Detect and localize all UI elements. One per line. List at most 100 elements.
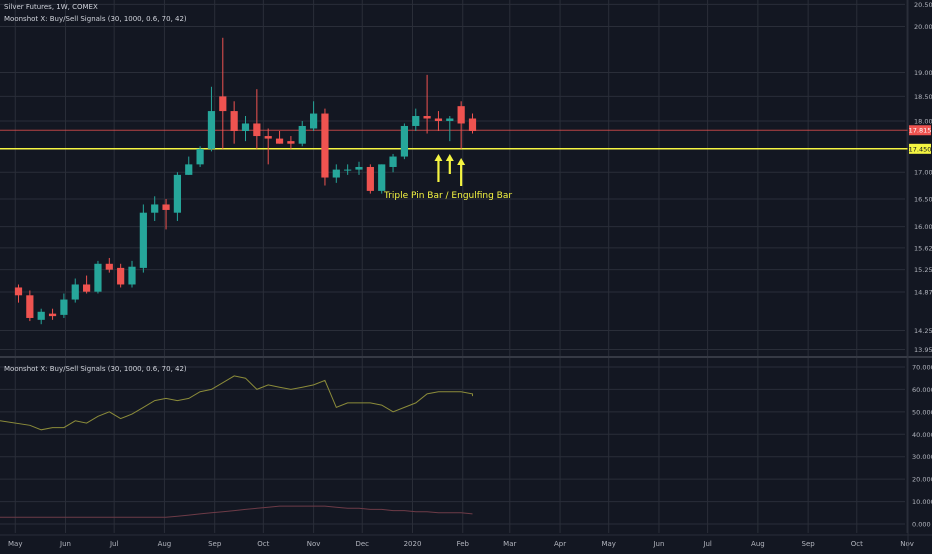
candle <box>83 275 91 294</box>
x-tick-label: Sep <box>208 540 222 548</box>
y-tick-label: 16.500 <box>914 196 932 204</box>
candle <box>400 123 408 160</box>
x-tick-label: Nov <box>900 540 914 548</box>
grid-layer <box>0 0 908 533</box>
x-tick-label: Aug <box>158 540 172 548</box>
candle-body <box>446 118 454 121</box>
candle-body <box>321 113 329 178</box>
candle-body <box>71 284 79 300</box>
candle-body <box>230 111 238 132</box>
candle <box>94 260 102 294</box>
candle <box>366 164 374 194</box>
candle <box>355 161 363 175</box>
signal-arrow <box>445 154 454 174</box>
candle <box>60 293 68 318</box>
candle-body <box>366 166 374 191</box>
price-label-box <box>909 125 931 136</box>
candle-body <box>173 174 181 213</box>
candle <box>128 260 136 288</box>
candle-body <box>151 204 159 213</box>
candle <box>389 153 397 173</box>
price-label: 17.450 <box>909 145 932 153</box>
y-tick-label: 16.000 <box>914 223 932 231</box>
oscillator-pane <box>0 375 473 518</box>
y-tick-label: 20.500 <box>914 1 932 9</box>
signal-arrow <box>457 158 466 186</box>
candle <box>117 263 125 288</box>
signal-arrows-layer <box>434 154 466 186</box>
candle <box>253 89 261 149</box>
candle <box>26 290 34 322</box>
candle-body <box>298 125 306 144</box>
candle-body <box>219 96 227 112</box>
x-tick-label: Mar <box>503 540 516 548</box>
candle-body <box>423 116 431 119</box>
candle <box>139 204 147 273</box>
candle <box>423 74 431 134</box>
x-tick-label: Sep <box>802 540 816 548</box>
candle-body <box>117 267 125 285</box>
candle <box>468 113 477 134</box>
y-tick-label: 14.875 <box>914 288 932 296</box>
x-tick-label: 2020 <box>404 540 422 548</box>
candle <box>37 308 45 325</box>
x-tick-label: Jul <box>702 540 712 548</box>
candle <box>219 37 227 149</box>
candle-body <box>241 123 250 132</box>
y-tick-label: 18.000 <box>914 117 932 125</box>
candle <box>173 172 181 222</box>
x-tick-label: May <box>601 540 615 548</box>
candle <box>378 164 386 194</box>
y-tick-label: 18.500 <box>914 93 932 101</box>
x-tick-label: Aug <box>751 540 765 548</box>
candle <box>207 86 216 152</box>
candle <box>48 308 57 320</box>
candle-body <box>400 125 408 157</box>
candle <box>457 101 465 149</box>
candle-body <box>196 148 204 165</box>
osc-tick-label: 70.000 <box>912 363 932 371</box>
y-tick-label: 13.950 <box>914 346 932 354</box>
candle <box>434 111 443 132</box>
x-tick-label: Jun <box>59 540 71 548</box>
candles-layer <box>14 37 477 325</box>
candle <box>321 108 329 186</box>
y-tick-label: 17.000 <box>914 169 932 177</box>
x-tick-label: Oct <box>257 540 269 548</box>
signal-arrow <box>434 154 443 182</box>
candle-body <box>468 118 477 132</box>
candle <box>310 101 318 132</box>
y-tick-label: 14.250 <box>914 327 932 335</box>
arrow-head <box>445 154 454 161</box>
x-tick-label: Apr <box>554 540 566 548</box>
x-tick-label: Nov <box>307 540 321 548</box>
candle-body <box>162 204 170 210</box>
osc-tick-label: 30.000 <box>912 453 932 461</box>
y-tick-label: 20.000 <box>914 23 932 31</box>
horizontal-lines <box>0 129 908 150</box>
candle <box>287 136 295 149</box>
candle-body <box>94 263 102 292</box>
candle-body <box>185 164 193 175</box>
candle-body <box>344 169 352 171</box>
candle <box>151 196 159 222</box>
osc-tick-label: 50.000 <box>912 408 932 416</box>
candle-body <box>355 166 363 170</box>
indicator-legend: Moonshot X: Buy/Sell Signals (30, 1000, … <box>4 15 187 23</box>
symbol-title: Silver Futures, 1W, COMEX <box>4 3 98 11</box>
candle-body <box>14 287 23 296</box>
oscillator-line <box>0 375 473 431</box>
x-tick-label: Feb <box>457 540 470 548</box>
candle-body <box>128 266 136 285</box>
oscillator-baseline <box>0 505 473 518</box>
candle-body <box>389 156 397 167</box>
candle <box>71 278 79 303</box>
candle <box>162 199 170 230</box>
x-tick-label: Oct <box>851 540 863 548</box>
candle <box>241 116 250 142</box>
candle <box>275 131 284 144</box>
